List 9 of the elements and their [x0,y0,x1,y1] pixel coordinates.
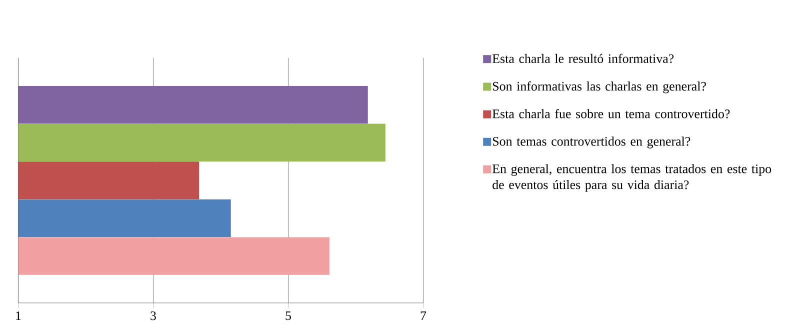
x-tick-label: 5 [286,311,291,320]
legend-label: En general, encuentra los temas tratados en este tipo de eventos útiles para su vida diaria? [492,164,772,192]
x-tick-label: 7 [420,311,426,320]
x-tick-label: 3 [150,311,156,320]
legend-label: Esta charla fue sobre un tema controvertido? [492,109,730,118]
legend-label: Son temas controvertidos en general? [492,136,690,148]
x-tick-label: 1 [16,311,21,320]
legend-label: Son informativas las charlas en general? [492,81,706,94]
legend-label: Esta charla le resultó informativa? [492,54,674,64]
